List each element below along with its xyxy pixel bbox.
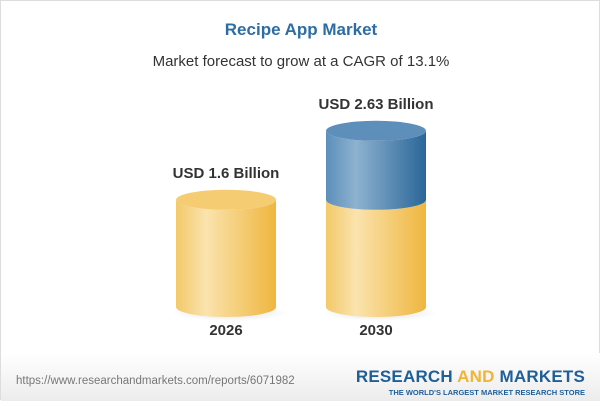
cylinder-body-base: [176, 199, 276, 317]
cylinder-top: [176, 189, 276, 210]
footer-band: [1, 353, 600, 401]
brand-logo: RESEARCH AND MARKETS THE WORLD'S LARGEST…: [356, 367, 585, 397]
data-label: USD 1.6 Billion: [173, 165, 280, 182]
category-label: 2026: [209, 322, 242, 339]
data-label: USD 2.63 Billion: [318, 96, 433, 113]
chart-title: Recipe App Market: [224, 20, 378, 39]
brand-research: RESEARCH: [355, 367, 458, 386]
brand-and: AND: [457, 367, 495, 386]
brand-markets: MARKETS: [494, 367, 585, 386]
chart-subtitle: Market forecast to grow at a CAGR of 13.…: [152, 53, 450, 70]
cylinder-body-growth: [326, 130, 426, 210]
cylinder-body-base: [326, 199, 426, 317]
source-url[interactable]: https://www.researchandmarkets.com/repor…: [16, 375, 295, 387]
brand-tagline: THE WORLD'S LARGEST MARKET RESEARCH STOR…: [388, 388, 585, 397]
cylinder-top: [326, 120, 426, 141]
category-label: 2030: [359, 322, 392, 339]
